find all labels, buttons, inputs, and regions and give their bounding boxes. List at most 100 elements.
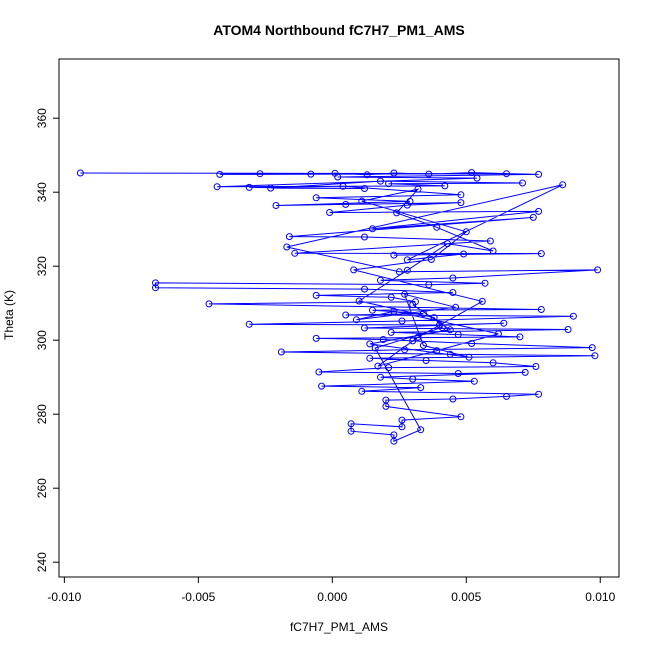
data-point [358, 197, 366, 205]
x-tick-label: -0.005 [181, 590, 215, 604]
data-point [457, 413, 465, 421]
y-tick-label: 320 [35, 256, 49, 276]
data-point [462, 228, 470, 236]
data-point [272, 202, 280, 209]
data-point [318, 382, 326, 390]
data-point [449, 395, 457, 403]
data-point [449, 289, 457, 296]
data-point [414, 185, 422, 193]
data-point [363, 171, 371, 179]
data-point [307, 170, 315, 178]
data-point [366, 340, 374, 348]
data-point [403, 201, 411, 209]
data-point [350, 266, 358, 274]
data-point [390, 437, 398, 445]
y-tick-label: 300 [35, 330, 49, 350]
data-point [503, 392, 510, 400]
series-lines [80, 172, 598, 442]
data-point [494, 330, 502, 338]
data-point [489, 359, 497, 367]
data-point [588, 344, 596, 352]
data-point [339, 182, 347, 190]
data-point [452, 303, 460, 311]
data-point [312, 334, 320, 342]
y-tick-label: 260 [35, 478, 49, 498]
data-point [398, 416, 406, 424]
data-point [417, 384, 425, 392]
data-point [454, 331, 462, 339]
data-point [449, 274, 457, 282]
y-axis: 240 260 280 300 320 340 360 [35, 108, 59, 572]
data-point [535, 207, 543, 215]
data-point [245, 183, 253, 191]
data-point [205, 300, 213, 308]
data-point [352, 316, 360, 324]
y-axis-label: Theta (K) [2, 290, 16, 340]
data-point [385, 364, 393, 372]
data-point [283, 243, 291, 251]
series-line [80, 172, 598, 442]
data-point [285, 233, 293, 241]
data-point [409, 301, 417, 309]
data-point [433, 223, 441, 231]
data-point [409, 375, 417, 383]
data-point [594, 266, 602, 274]
data-point [535, 390, 543, 398]
x-tick-label: 0.000 [317, 590, 347, 604]
data-point [489, 247, 497, 255]
data-point [446, 326, 454, 334]
data-point [521, 368, 529, 376]
data-point [427, 256, 435, 263]
data-point [369, 306, 376, 314]
data-point [446, 350, 454, 358]
data-point [444, 240, 451, 248]
data-point [438, 324, 446, 332]
data-point [559, 181, 567, 189]
data-point [387, 293, 395, 301]
data-point [216, 170, 224, 178]
data-point [500, 319, 508, 327]
data-point [422, 357, 430, 364]
data-point [441, 182, 449, 190]
data-point [369, 225, 376, 233]
data-point [457, 191, 465, 199]
data-point [419, 310, 427, 318]
data-point [425, 281, 433, 289]
data-point [409, 337, 417, 345]
data-point [468, 169, 476, 177]
data-point [537, 306, 545, 313]
data-point [401, 290, 409, 298]
data-point [468, 340, 476, 347]
data-point [417, 426, 425, 434]
data-point [401, 346, 409, 354]
data-point [347, 427, 355, 435]
data-point [403, 256, 411, 264]
plot-frame [58, 58, 620, 578]
data-point [371, 344, 379, 352]
data-point [312, 194, 320, 202]
data-point [403, 266, 411, 274]
data-point [385, 180, 393, 188]
data-point [256, 170, 264, 178]
x-axis: -0.010 -0.005 0.000 0.005 0.010 [47, 577, 616, 604]
data-point [377, 177, 384, 185]
data-point [377, 276, 384, 284]
data-point [315, 368, 323, 376]
data-point [537, 250, 545, 258]
data-point [76, 169, 84, 177]
data-point [358, 387, 366, 395]
data-point [267, 184, 275, 192]
data-point [326, 209, 334, 216]
y-tick-label: 360 [35, 108, 49, 128]
data-point [478, 297, 486, 305]
data-point [342, 311, 350, 319]
data-point [361, 324, 368, 332]
data-point [516, 333, 524, 341]
chart-title: ATOM4 Northbound fC7H7_PM1_AMS [213, 22, 465, 38]
data-point [361, 233, 368, 241]
data-point [529, 213, 537, 221]
data-point [393, 209, 401, 217]
data-point [398, 317, 406, 325]
